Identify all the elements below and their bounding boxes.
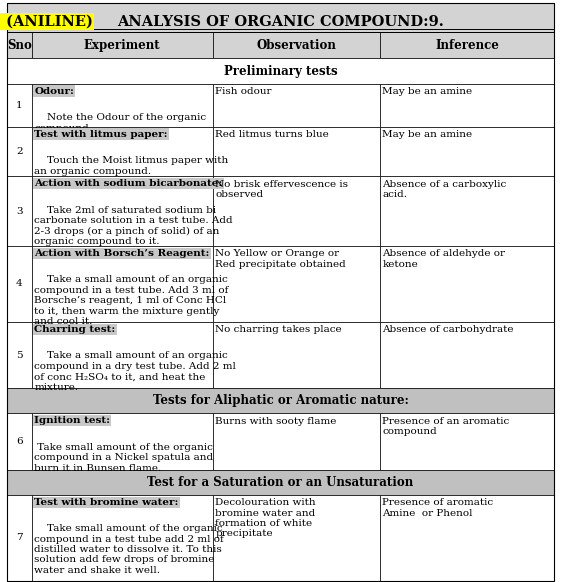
Bar [7, 59, 554, 84]
Text: Take a small amount of an organic
compound in a dry test tube. Add 2 ml
of conc : Take a small amount of an organic compou… [34, 341, 236, 392]
Bar [213, 322, 380, 388]
Bar [380, 127, 554, 176]
Bar [32, 495, 213, 581]
Bar [7, 322, 32, 388]
Bar [7, 495, 32, 581]
Bar [7, 3, 554, 32]
Bar [380, 495, 554, 581]
Bar [7, 388, 554, 413]
Text: (ANILINE): (ANILINE) [1, 15, 93, 29]
Text: Inference: Inference [435, 39, 499, 52]
Text: Presence of aromatic
Amine  or Phenol: Presence of aromatic Amine or Phenol [383, 498, 494, 517]
Text: Odour:: Odour: [34, 87, 74, 95]
Text: ANALYSIS OF ORGANIC COMPOUND:9.: ANALYSIS OF ORGANIC COMPOUND:9. [117, 15, 444, 29]
Bar [32, 32, 213, 59]
Text: Take a small amount of an organic
compound in a test tube. Add 3 ml of
Borsche’s: Take a small amount of an organic compou… [34, 265, 228, 326]
Bar [32, 84, 213, 127]
Bar [7, 127, 32, 176]
Text: Absence of aldehyde or
ketone: Absence of aldehyde or ketone [383, 249, 505, 269]
Bar [380, 84, 554, 127]
Text: Charring test:: Charring test: [34, 325, 116, 334]
Bar [213, 84, 380, 127]
Text: Preliminary tests: Preliminary tests [224, 65, 337, 77]
Bar [380, 176, 554, 246]
Bar [7, 413, 32, 470]
Text: 3: 3 [16, 207, 22, 215]
Text: Absence of carbohydrate: Absence of carbohydrate [383, 325, 514, 335]
Text: 6: 6 [16, 437, 22, 446]
Text: Test with bromine water:: Test with bromine water: [34, 498, 178, 507]
Bar [380, 413, 554, 470]
Text: Fish odour: Fish odour [215, 87, 272, 96]
Bar [32, 322, 213, 388]
Text: May be an amine: May be an amine [383, 130, 472, 139]
Bar [213, 495, 380, 581]
Bar [213, 413, 380, 470]
Bar [213, 176, 380, 246]
Bar [380, 246, 554, 322]
Bar [380, 322, 554, 388]
Text: No brisk effervescence is
observed: No brisk effervescence is observed [215, 180, 348, 199]
Bar [380, 32, 554, 59]
Bar [32, 246, 213, 322]
Text: Action with sodium bicarbonate:: Action with sodium bicarbonate: [34, 179, 222, 188]
Text: Take small amount of the organic
compound in a Nickel spatula and
burn it in Bun: Take small amount of the organic compoun… [34, 432, 213, 473]
Text: No Yellow or Orange or
Red precipitate obtained: No Yellow or Orange or Red precipitate o… [215, 249, 346, 269]
Bar [32, 413, 213, 470]
Text: Sno: Sno [7, 39, 32, 52]
Text: Take 2ml of saturated sodium bi
carbonate solution in a test tube. Add
2-3 drops: Take 2ml of saturated sodium bi carbonat… [34, 196, 233, 246]
Text: Decolouration with
bromine water and
formation of white
precipitate: Decolouration with bromine water and for… [215, 498, 316, 538]
Text: Absence of a carboxylic
acid.: Absence of a carboxylic acid. [383, 180, 507, 199]
Bar [7, 84, 32, 127]
Text: Tests for Aliphatic or Aromatic nature:: Tests for Aliphatic or Aromatic nature: [153, 394, 408, 407]
Text: Take small amount of the organic
compound in a test tube add 2 ml of
distilled w: Take small amount of the organic compoun… [34, 514, 224, 575]
Text: 7: 7 [16, 533, 22, 542]
Text: Touch the Moist litmus paper with
an organic compound.: Touch the Moist litmus paper with an org… [34, 146, 228, 176]
Bar [7, 176, 32, 246]
Bar [7, 470, 554, 495]
Bar [7, 246, 32, 322]
Bar [213, 246, 380, 322]
Text: Burns with sooty flame: Burns with sooty flame [215, 417, 337, 426]
Text: Experiment: Experiment [84, 39, 160, 52]
Text: May be an amine: May be an amine [383, 87, 472, 96]
Text: Test for a Saturation or an Unsaturation: Test for a Saturation or an Unsaturation [148, 475, 413, 489]
Text: Red litmus turns blue: Red litmus turns blue [215, 130, 329, 139]
Text: Action with Borsch’s Reagent:: Action with Borsch’s Reagent: [34, 249, 210, 258]
Bar [213, 32, 380, 59]
Text: 5: 5 [16, 350, 22, 360]
Bar [213, 127, 380, 176]
Text: No charring takes place: No charring takes place [215, 325, 342, 335]
Text: Test with litmus paper:: Test with litmus paper: [34, 130, 168, 139]
Text: Presence of an aromatic
compound: Presence of an aromatic compound [383, 417, 509, 436]
Bar [32, 127, 213, 176]
Bar [32, 176, 213, 246]
Text: Note the Odour of the organic
compound: Note the Odour of the organic compound [34, 103, 206, 133]
Text: 2: 2 [16, 147, 22, 156]
Bar [7, 32, 32, 59]
Text: Ignition test:: Ignition test: [34, 416, 110, 425]
Text: 1: 1 [16, 101, 22, 109]
Text: Observation: Observation [256, 39, 336, 52]
Text: 4: 4 [16, 279, 22, 289]
